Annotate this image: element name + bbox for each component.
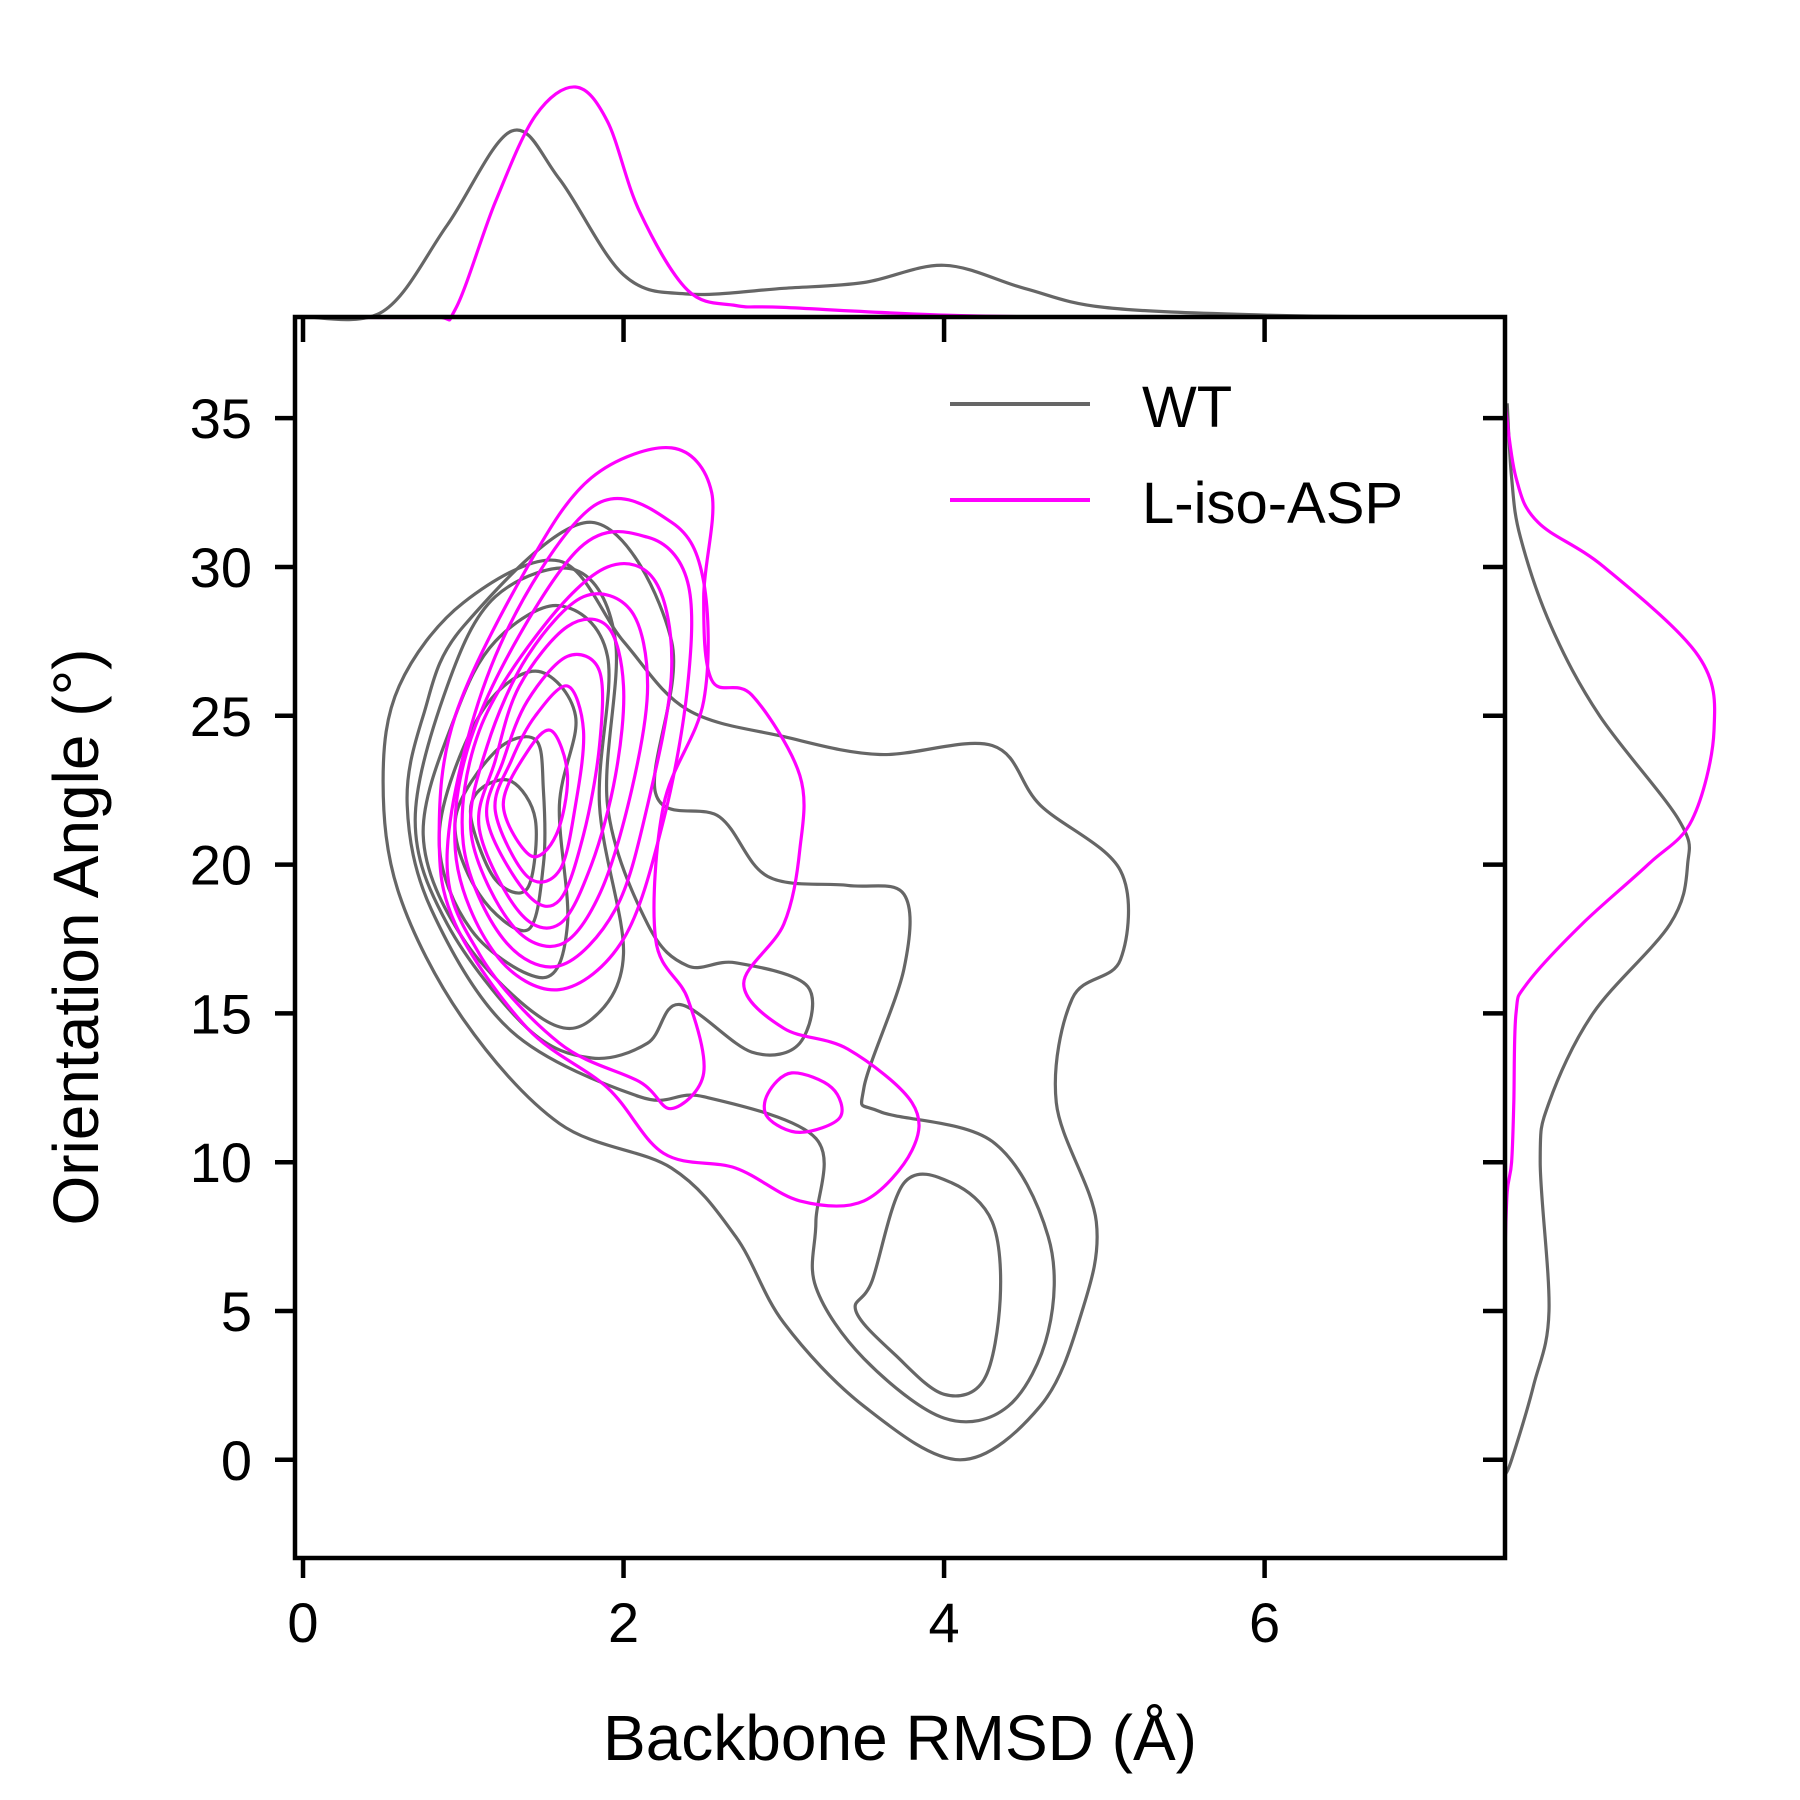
x-tick-label: 6	[1249, 1591, 1280, 1654]
marginal-x-wt	[302, 128, 1425, 322]
contour-l-iso-asp-level-5	[468, 592, 650, 948]
contour-l-iso-asp-level-9	[501, 728, 570, 859]
contour-wt-level-3-part-1	[413, 566, 815, 1061]
y-axis-label: Orientation Angle (°)	[40, 649, 112, 1226]
marginal-y-wt	[1503, 403, 1691, 1476]
y-tick-label: 20	[190, 834, 252, 897]
x-tick-label: 4	[928, 1591, 959, 1654]
contour-wt-level-4	[421, 604, 626, 1031]
marginal-x-l-iso-asp	[302, 85, 1425, 322]
contour-l-iso-asp-level-2	[445, 496, 710, 1111]
contour-l-iso-asp-level-1-part-1	[437, 446, 921, 1208]
contour-wt-level-3-part-2	[853, 1172, 1003, 1398]
legend-label-l-iso-asp: L-iso-ASP	[1142, 471, 1403, 536]
contour-wt-level-7	[468, 778, 538, 895]
contour-wt-level-1	[381, 558, 1131, 1462]
x-tick-label: 0	[287, 1591, 318, 1654]
contour-l-iso-asp-level-6	[476, 617, 626, 930]
x-axis-ticks: 0 2 4 6	[287, 317, 1280, 1654]
top-marginal-density	[302, 85, 1425, 322]
y-tick-label: 15	[190, 982, 252, 1045]
y-axis-ticks: 0 5 10 15 20 25 30 35	[190, 387, 1505, 1492]
contour-l-iso-asp-level-4	[460, 562, 674, 969]
contour-l-iso-asp-level-1-part-2	[762, 1071, 844, 1135]
marginal-y-l-iso-asp	[1503, 403, 1717, 1252]
y-tick-label: 35	[190, 387, 252, 450]
legend-label-wt: WT	[1142, 375, 1232, 440]
contour-l-iso-asp-level-8	[493, 684, 586, 884]
kde-contours	[381, 446, 1131, 1462]
contour-l-iso-asp-level-3	[453, 530, 694, 992]
y-tick-label: 0	[221, 1429, 252, 1492]
y-tick-label: 25	[190, 685, 252, 748]
y-tick-label: 5	[221, 1280, 252, 1343]
contour-wt-level-5	[437, 669, 578, 980]
x-tick-label: 2	[608, 1591, 639, 1654]
plot-frame	[292, 314, 1508, 1561]
contour-l-iso-asp-level-7	[484, 652, 605, 908]
contour-wt-level-2	[405, 520, 1056, 1424]
y-tick-label: 10	[190, 1131, 252, 1194]
x-axis-label: Backbone RMSD (Å)	[603, 1702, 1197, 1774]
legend: WT L-iso-ASP	[950, 375, 1403, 536]
right-marginal-density	[1503, 403, 1717, 1476]
y-tick-label: 30	[190, 536, 252, 599]
